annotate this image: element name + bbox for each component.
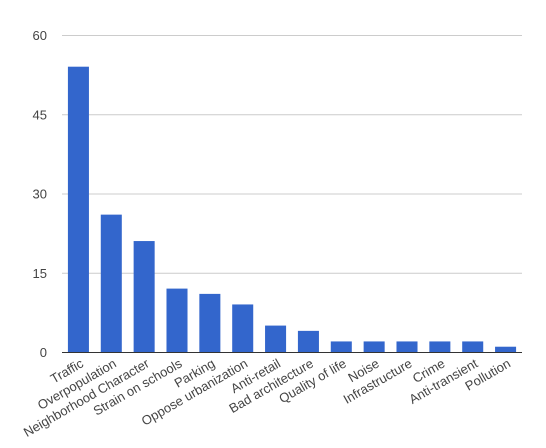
- bar: [265, 325, 287, 352]
- y-tick-label: 60: [33, 28, 47, 43]
- bar: [133, 241, 155, 352]
- bar: [199, 293, 221, 352]
- bar: [330, 341, 352, 352]
- bar: [232, 304, 254, 352]
- y-tick-label: 30: [33, 187, 47, 202]
- bar: [462, 341, 484, 352]
- y-tick-label: 45: [33, 107, 47, 122]
- bar: [100, 214, 122, 352]
- bar: [429, 341, 451, 352]
- bar: [67, 66, 89, 352]
- bar: [363, 341, 385, 352]
- bar: [396, 341, 418, 352]
- bar: [297, 330, 319, 352]
- y-tick-label: 0: [40, 345, 47, 360]
- bar: [495, 346, 517, 352]
- bar: [166, 288, 188, 352]
- y-tick-label: 15: [33, 266, 47, 281]
